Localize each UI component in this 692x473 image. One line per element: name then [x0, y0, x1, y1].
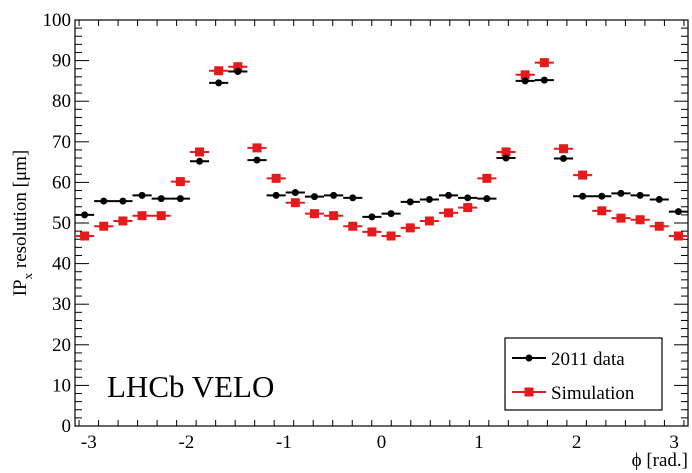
data-point [598, 192, 606, 200]
x-tick-label: 3 [669, 432, 679, 453]
x-tick-label: -2 [178, 432, 194, 453]
series-simulation [75, 58, 688, 241]
data-point [635, 215, 645, 225]
y-axis-title: IPx resolution [μm] [10, 150, 35, 297]
data-point [578, 170, 588, 180]
y-tick-label: 30 [52, 294, 71, 315]
data-point [118, 216, 128, 226]
y-tick-label: 50 [52, 213, 71, 234]
y-axis-title-rest: resolution [μm] [10, 150, 31, 273]
data-series [75, 58, 688, 241]
x-tick-label: 2 [572, 432, 582, 453]
data-point [214, 66, 224, 76]
x-tick-label: 0 [377, 432, 387, 453]
lhcb-velo-label: LHCb VELO [107, 369, 274, 404]
data-point [521, 77, 529, 85]
data-point [674, 208, 682, 216]
y-axis-title-main: IP [10, 279, 31, 296]
y-tick-label: 40 [52, 254, 71, 275]
data-point [309, 209, 319, 219]
y-tick-label: 20 [52, 335, 71, 356]
data-point [100, 197, 108, 205]
data-point [445, 191, 453, 199]
data-point [215, 79, 223, 87]
x-tick-label: -3 [81, 432, 97, 453]
y-tick-label: 70 [52, 132, 71, 153]
data-point [330, 191, 338, 199]
data-point [234, 68, 242, 76]
data-point [233, 62, 243, 72]
legend-label-simulation: Simulation [551, 383, 635, 404]
data-point [176, 195, 184, 203]
data-point [156, 211, 166, 221]
legend: 2011 data Simulation [504, 337, 663, 411]
y-tick-label: 0 [62, 416, 72, 437]
data-point [502, 154, 510, 162]
data-point [483, 195, 491, 203]
data-point [654, 221, 664, 231]
data-point [157, 195, 165, 203]
data-point [271, 173, 281, 183]
data-point [349, 194, 357, 202]
data-point [655, 195, 663, 203]
data-point [99, 221, 109, 231]
data-point [290, 198, 300, 208]
legend-box [504, 337, 663, 411]
legend-marker-simulation [512, 387, 546, 397]
data-point [81, 211, 89, 219]
data-point [387, 210, 395, 218]
data-point [539, 58, 549, 68]
data-point [310, 193, 318, 201]
data-point [329, 211, 339, 221]
data-point [80, 231, 90, 241]
series-2011-data [75, 68, 688, 221]
data-point [253, 156, 261, 164]
data-point [444, 208, 454, 218]
data-point [252, 143, 262, 153]
y-tick-label: 100 [43, 10, 72, 31]
data-point [597, 206, 607, 216]
data-point [617, 189, 625, 197]
y-tick-label: 60 [52, 172, 71, 193]
data-point [579, 192, 587, 200]
data-point [673, 231, 683, 241]
data-point [348, 221, 358, 231]
x-tick-label: 1 [474, 432, 484, 453]
data-point [195, 147, 205, 157]
legend-label-data: 2011 data [551, 349, 625, 370]
data-point [137, 211, 147, 221]
data-point [119, 197, 127, 205]
data-point [405, 223, 415, 233]
data-point [425, 195, 433, 203]
data-point [368, 213, 376, 221]
data-point [406, 198, 414, 206]
y-tick-label: 90 [52, 51, 71, 72]
data-point [558, 144, 568, 154]
data-point [291, 189, 299, 197]
data-point [559, 154, 567, 162]
x-axis-title: ϕ [rad.] [632, 450, 688, 471]
y-axis-title-sub: x [20, 272, 35, 279]
data-point [636, 191, 644, 199]
data-point [464, 194, 472, 202]
data-point [540, 76, 548, 84]
data-point [386, 231, 396, 241]
data-point [424, 216, 434, 226]
data-point [138, 191, 146, 199]
data-point [367, 227, 377, 237]
x-tick-label: -1 [276, 432, 292, 453]
data-point [272, 191, 280, 199]
data-point [482, 173, 492, 183]
legend-marker-data [512, 354, 546, 362]
data-point [175, 177, 185, 187]
y-tick-label: 80 [52, 91, 71, 112]
data-point [616, 213, 626, 223]
data-point [501, 147, 511, 157]
data-point [196, 157, 204, 165]
data-point [520, 70, 530, 80]
data-point [463, 203, 473, 213]
y-tick-label: 10 [52, 375, 71, 396]
